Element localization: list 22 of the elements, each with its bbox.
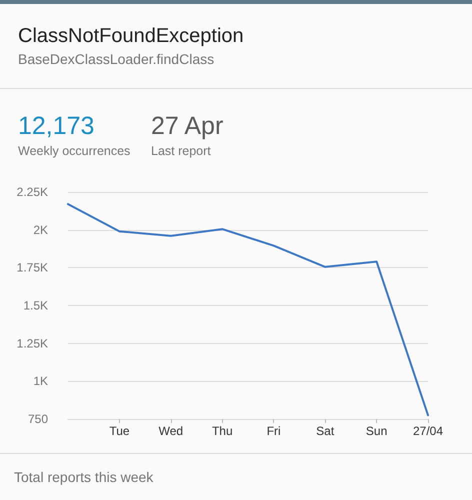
text: Weekly occurrences xyxy=(18,144,130,158)
y-tick-label: 750 xyxy=(28,412,48,426)
x-tick-label: Wed xyxy=(158,424,184,438)
y-tick-label: 1K xyxy=(33,374,48,388)
y-tick-label: 2.25K xyxy=(16,185,48,199)
y-tick-label: 2K xyxy=(33,222,48,237)
text: 27 Apr xyxy=(151,112,224,141)
chart-subtitle: BaseDexClassLoader.findClass xyxy=(18,51,214,68)
y-tick-label: 1.75K xyxy=(16,260,48,275)
y-tick-label: 1.25K xyxy=(16,336,48,350)
x-tick-label: Sun xyxy=(366,424,388,438)
x-tick-label: Tue xyxy=(109,424,130,438)
text: Last report xyxy=(151,144,211,158)
text: Total reports this week xyxy=(14,469,154,486)
text: 12,173 xyxy=(18,112,94,141)
y-tick-label: 1.5K xyxy=(23,298,48,312)
line-series xyxy=(67,203,429,416)
chart-title: ClassNotFoundException xyxy=(18,25,244,48)
x-tick-label: Sat xyxy=(316,424,335,438)
x-tick-label: Thu xyxy=(212,424,233,438)
x-tick-label: Fri xyxy=(266,424,281,438)
x-tick-label: 27/04 xyxy=(412,424,444,438)
